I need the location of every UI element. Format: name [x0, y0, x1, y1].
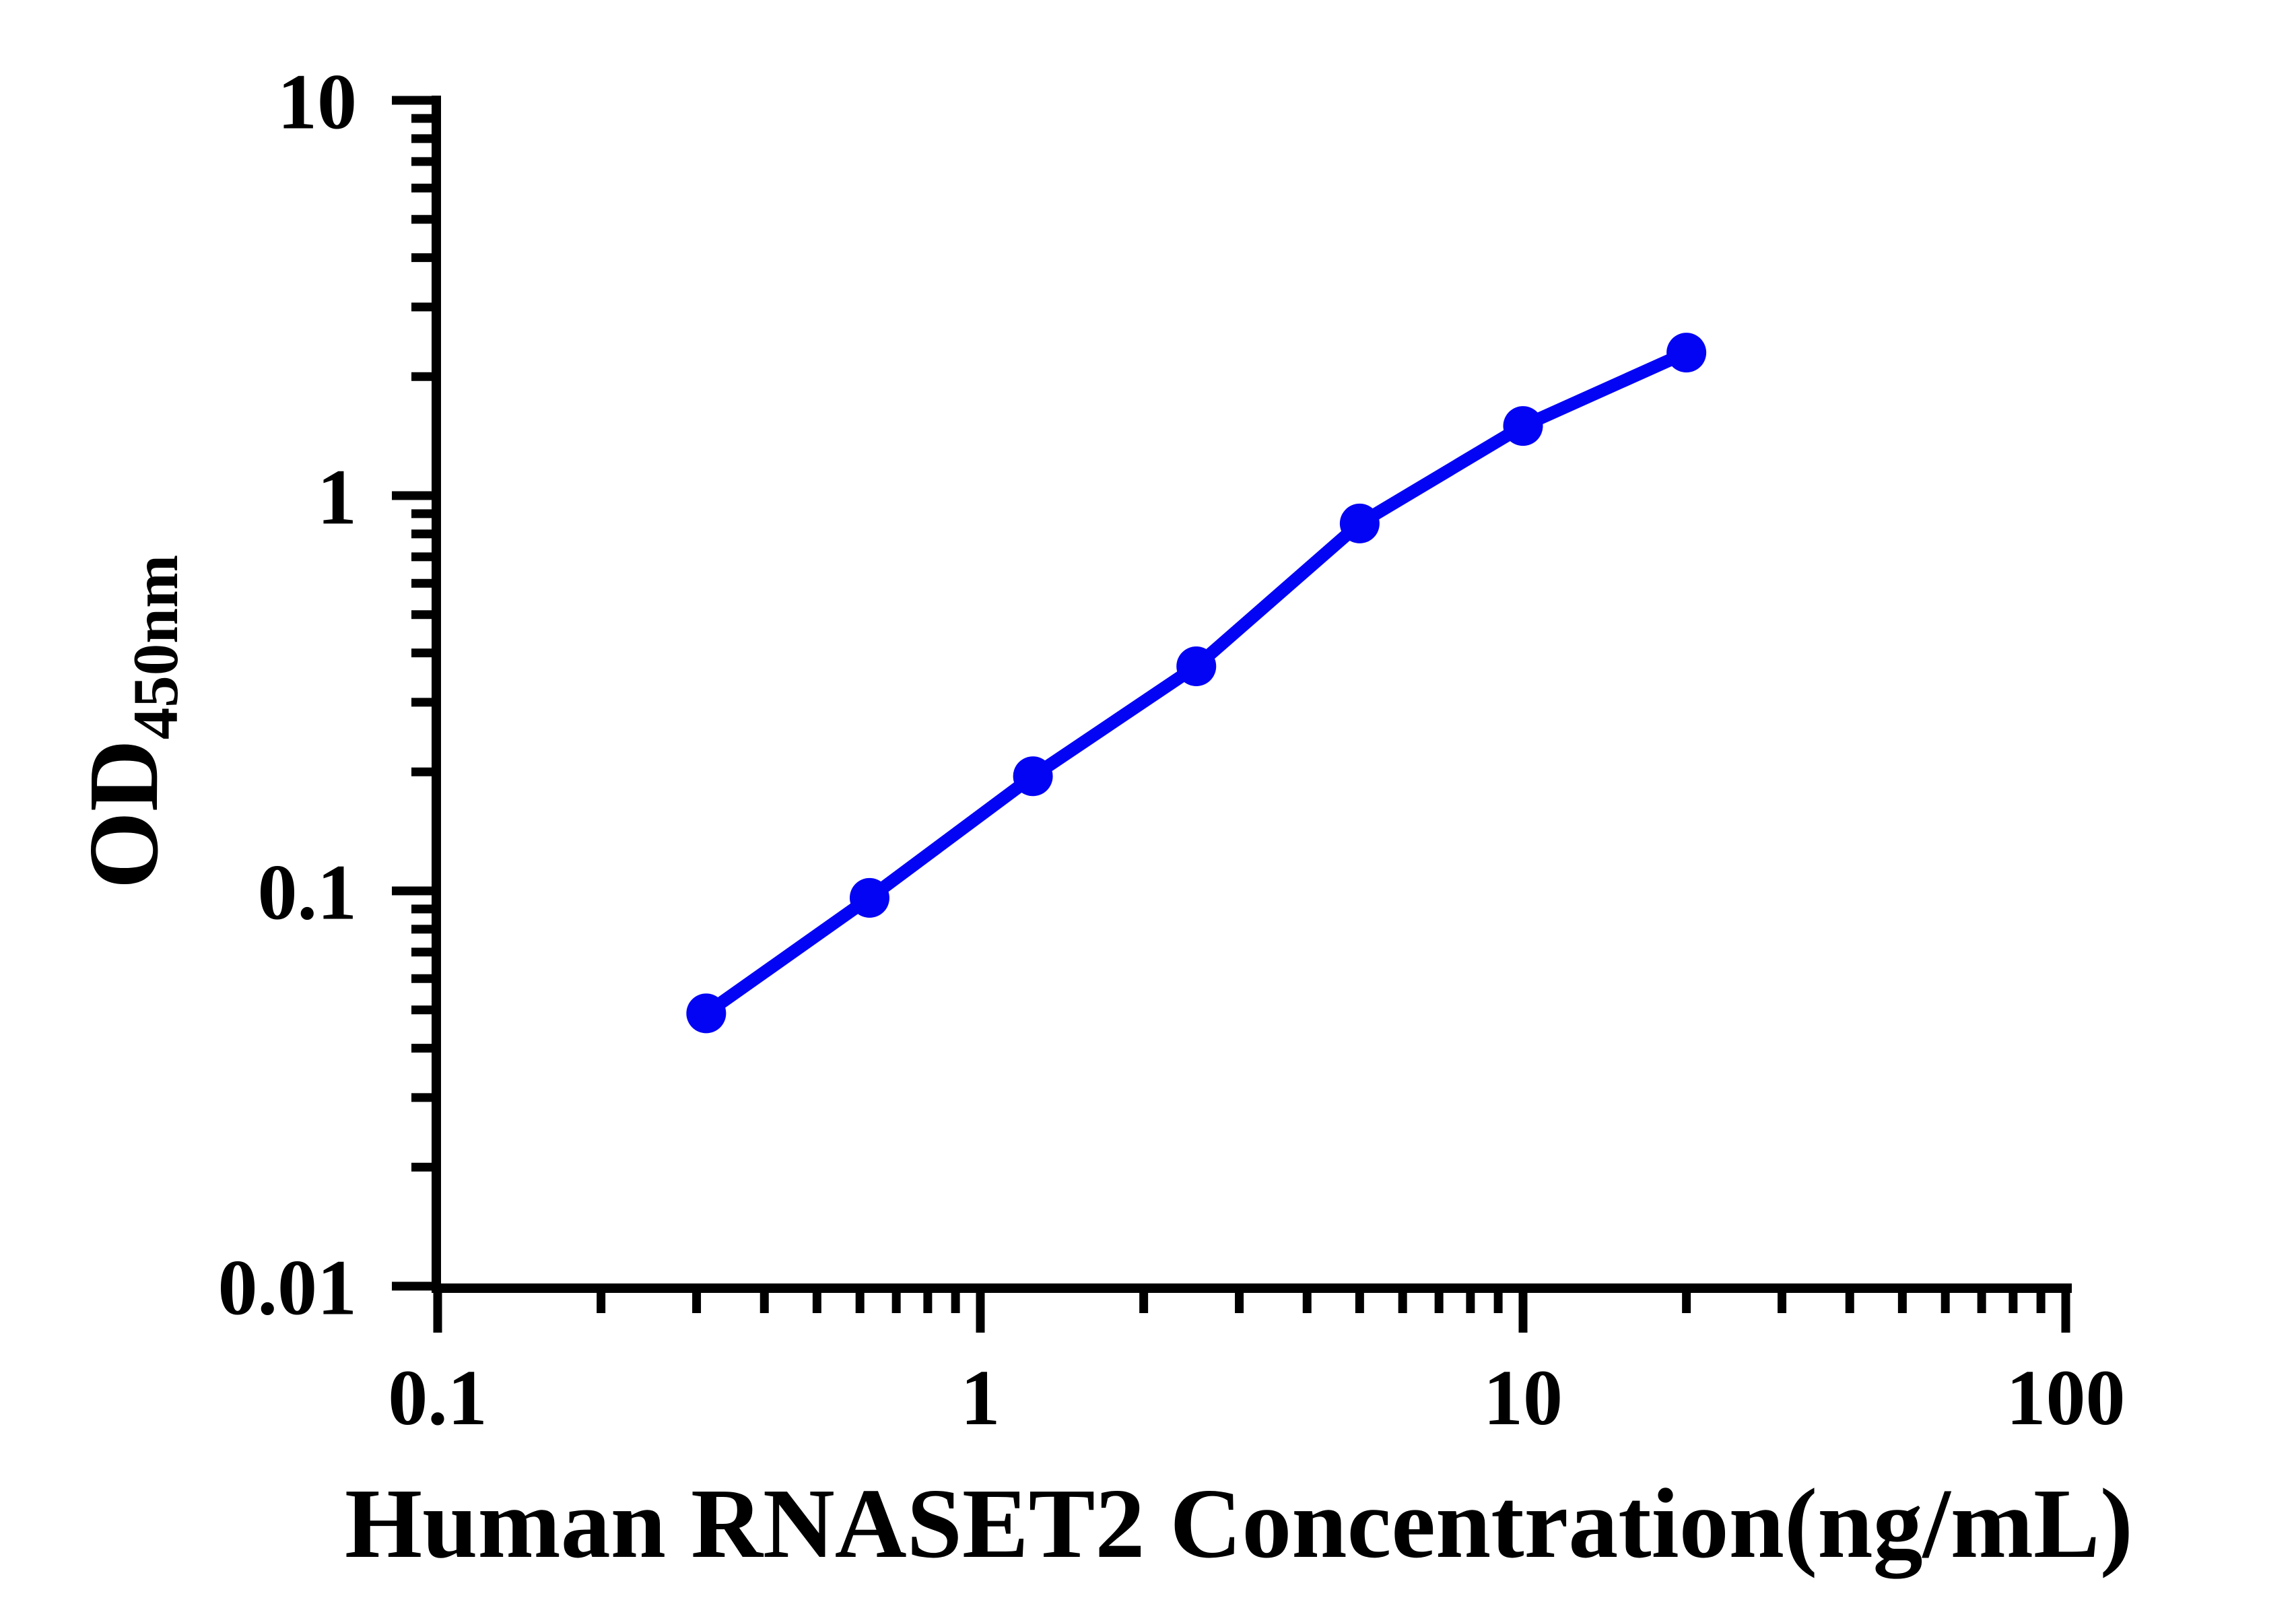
data-point — [686, 993, 727, 1034]
x-tick-label: 0.1 — [388, 1354, 487, 1442]
x-tick-label: 10 — [1483, 1354, 1563, 1442]
y-axis-title: OD450nm — [69, 555, 191, 889]
y-axis-title-subscript: 450nm — [120, 555, 191, 739]
y-tick-label: 0.01 — [218, 1243, 358, 1331]
y-tick-label: 10 — [277, 57, 357, 145]
x-tick-label: 1 — [961, 1354, 1001, 1442]
y-axis-title-main: OD — [69, 739, 179, 889]
axes — [432, 96, 2072, 1293]
data-point — [1013, 756, 1053, 797]
data-point — [1176, 646, 1217, 686]
data-point — [849, 877, 889, 918]
y-tick-label: 1 — [317, 453, 357, 541]
data-point — [1339, 503, 1380, 543]
data-point — [1503, 406, 1543, 446]
tick-marks — [392, 96, 2070, 1333]
y-tick-label: 0.1 — [258, 848, 358, 936]
x-tick-label: 100 — [2006, 1354, 2126, 1442]
data-point — [1666, 333, 1707, 373]
tick-labels: 0.1 1 10 100 10 1 0.1 0.01 — [218, 57, 2126, 1442]
x-axis-title: Human RNASET2 Concentration(ng/mL) — [345, 1469, 2133, 1579]
standard-curve-series — [686, 333, 1707, 1034]
